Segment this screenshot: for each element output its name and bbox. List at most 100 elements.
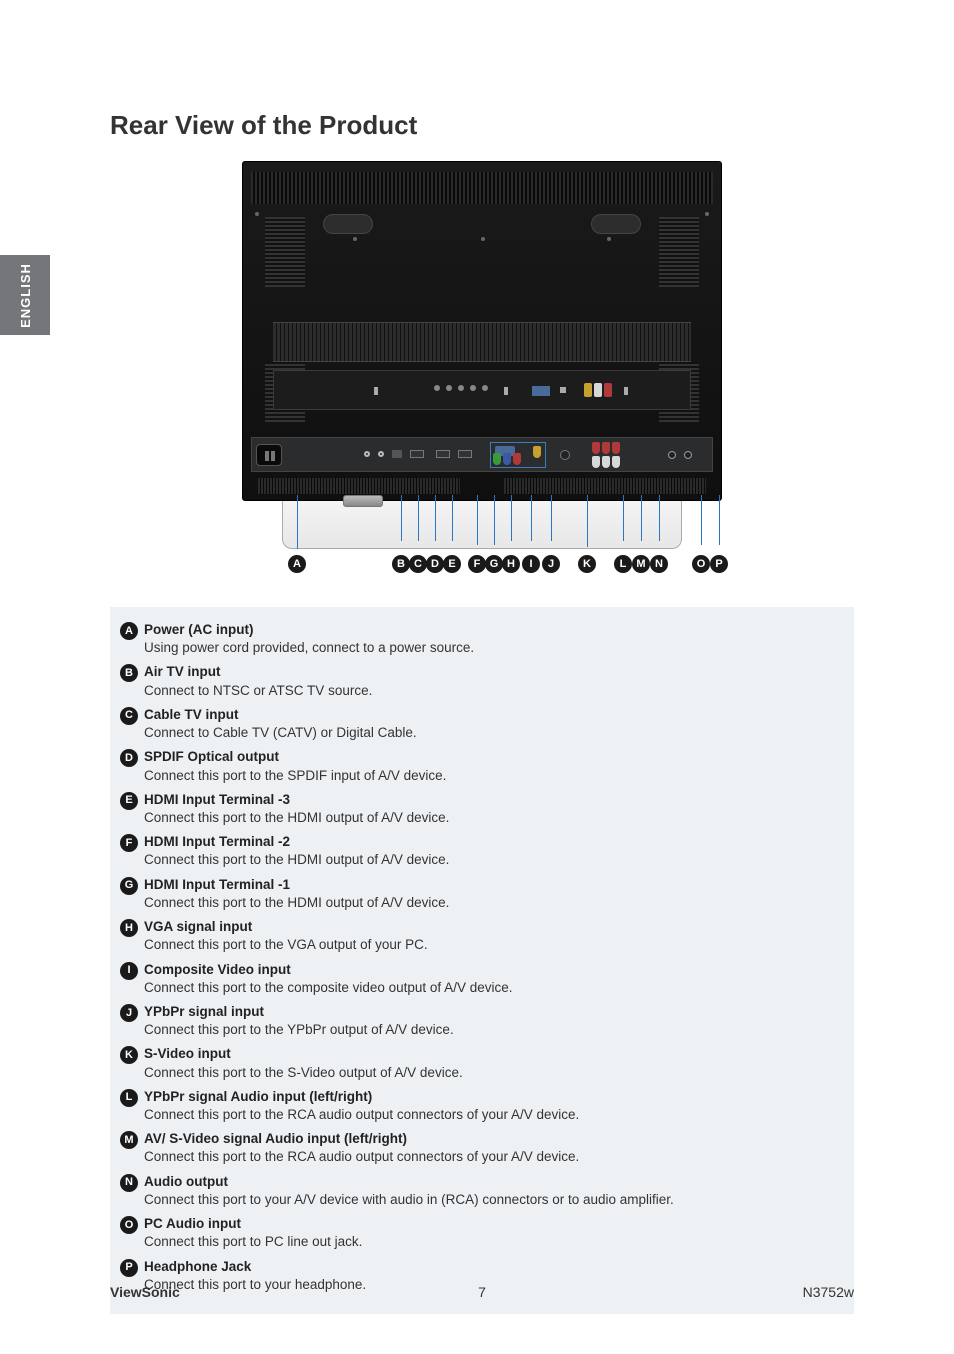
- definition-desc: Connect this port to PC line out jack.: [144, 1234, 362, 1249]
- composite-icon: [533, 446, 541, 458]
- port-label-badge: B: [392, 555, 410, 573]
- leader-line: [701, 495, 702, 545]
- definition-badge: M: [120, 1131, 138, 1149]
- definition-badge: C: [120, 707, 138, 725]
- screw-icon: [481, 237, 485, 241]
- definition-desc: Connect this port to the HDMI output of …: [144, 810, 449, 825]
- rca-green-icon: [493, 453, 501, 465]
- leader-line: [623, 495, 624, 541]
- port-label-badge: N: [650, 555, 668, 573]
- port-label-badge: K: [578, 555, 596, 573]
- screw-icon: [705, 212, 709, 216]
- leader-line: [511, 495, 512, 541]
- definition-item: FHDMI Input Terminal -2Connect this port…: [120, 833, 844, 869]
- definition-desc: Connect this port to the RCA audio outpu…: [144, 1107, 579, 1122]
- definition-item: M AV/ S-Video signal Audio input (left/ri…: [120, 1130, 844, 1166]
- definition-title: Power (AC input): [144, 622, 254, 637]
- definition-item: DSPDIF Optical outputConnect this port t…: [120, 748, 844, 784]
- definition-text: S-Video inputConnect this port to the S-…: [144, 1045, 463, 1081]
- speaker-grille: [659, 217, 699, 287]
- coax-icon: [364, 451, 370, 457]
- screw-icon: [353, 237, 357, 241]
- upper-port-row: [273, 370, 691, 410]
- rca-white-icon: [594, 383, 602, 397]
- definition-text: YPbPr signal Audio input (left/right) Con…: [144, 1088, 579, 1124]
- spdif-icon: [392, 450, 402, 458]
- mid-band: [273, 322, 691, 362]
- tv-body: [242, 161, 722, 501]
- definition-item: I Composite Video input Connect this port …: [120, 961, 844, 997]
- definition-text: SPDIF Optical outputConnect this port to…: [144, 748, 446, 784]
- definition-title: VGA signal input: [144, 919, 252, 934]
- screw-icon: [607, 237, 611, 241]
- rca-row: [592, 456, 620, 468]
- definition-title: AV/ S-Video signal Audio input (left/rig…: [144, 1131, 407, 1146]
- rca-white-icon: [612, 456, 620, 468]
- definition-desc: Connect this port to the S-Video output …: [144, 1065, 463, 1080]
- port-label-badge: J: [542, 555, 560, 573]
- definition-badge: I: [120, 962, 138, 980]
- page-content: Rear View of the Product: [0, 0, 954, 1354]
- definition-item: EHDMI Input Terminal -3Connect this port…: [120, 791, 844, 827]
- definition-desc: Connect to NTSC or ATSC TV source.: [144, 683, 372, 698]
- handle-icon: [323, 214, 373, 234]
- definition-text: HDMI Input Terminal -1 Connect this port …: [144, 876, 449, 912]
- leader-line: [551, 495, 552, 541]
- definition-title: YPbPr signal Audio input (left/right): [144, 1089, 372, 1104]
- port-label-badge: O: [692, 555, 710, 573]
- audio-jack-icon: [684, 451, 692, 459]
- definition-desc: Connect this port to the RCA audio outpu…: [144, 1149, 579, 1164]
- leader-line: [452, 495, 453, 541]
- definition-desc: Connect this port to the HDMI output of …: [144, 852, 449, 867]
- definition-title: Composite Video input: [144, 962, 291, 977]
- port-label-badge: M: [632, 555, 650, 573]
- definition-badge: E: [120, 792, 138, 810]
- definition-badge: J: [120, 1004, 138, 1022]
- dot-icon: [458, 385, 464, 391]
- definition-text: Cable TV inputConnect to Cable TV (CATV)…: [144, 706, 417, 742]
- definition-badge: G: [120, 877, 138, 895]
- definition-item: NAudio outputConnect this port to your A…: [120, 1173, 844, 1209]
- definition-badge: K: [120, 1046, 138, 1064]
- definition-desc: Connect this port to the SPDIF input of …: [144, 768, 446, 783]
- rca-row: [592, 442, 620, 454]
- port-label-badge: H: [502, 555, 520, 573]
- definition-item: K S-Video inputConnect this port to the S…: [120, 1045, 844, 1081]
- figure-wrap: ABCDEFGHIJKLMNOP: [110, 161, 854, 577]
- definition-desc: Connect this port to the composite video…: [144, 980, 512, 995]
- definition-title: Air TV input: [144, 664, 221, 679]
- definition-desc: Connect this port to the HDMI output of …: [144, 895, 449, 910]
- leader-line: [641, 495, 642, 541]
- definition-item: BAir TV inputConnect to NTSC or ATSC TV …: [120, 663, 844, 699]
- leader-line: [435, 495, 436, 541]
- hdmi-icon: [410, 450, 424, 458]
- leader-line: [719, 495, 720, 545]
- definition-item: JYPbPr signal inputConnect this port to …: [120, 1003, 844, 1039]
- screw-icon: [255, 212, 259, 216]
- vga-group: [490, 442, 546, 468]
- stand-base: [282, 501, 682, 549]
- definition-item: C Cable TV inputConnect to Cable TV (CATV…: [120, 706, 844, 742]
- strip-segment: [258, 478, 460, 494]
- stand-neck: [343, 495, 383, 507]
- definition-badge: F: [120, 834, 138, 852]
- dot-icon: [434, 385, 440, 391]
- definition-desc: Connect this port to the VGA output of y…: [144, 937, 428, 952]
- definition-text: Composite Video input Connect this port t…: [144, 961, 512, 997]
- port-marker: [624, 387, 628, 395]
- definition-title: YPbPr signal input: [144, 1004, 264, 1019]
- definition-badge: L: [120, 1089, 138, 1107]
- port-label-badge: C: [409, 555, 427, 573]
- language-tab-label: ENGLISH: [18, 263, 33, 328]
- rca-red-icon: [602, 442, 610, 454]
- definition-item: HVGA signal inputConnect this port to th…: [120, 918, 844, 954]
- leader-line: [494, 495, 495, 545]
- definition-text: AV/ S-Video signal Audio input (left/rig…: [144, 1130, 579, 1166]
- ypbpr-icon: [493, 453, 521, 465]
- leader-lines: [283, 501, 681, 548]
- definition-text: Audio outputConnect this port to your A/…: [144, 1173, 674, 1209]
- port-label-badge: D: [426, 555, 444, 573]
- rear-view-figure: ABCDEFGHIJKLMNOP: [242, 161, 722, 577]
- port-marker: [560, 387, 566, 393]
- definition-title: HDMI Input Terminal -1: [144, 877, 290, 892]
